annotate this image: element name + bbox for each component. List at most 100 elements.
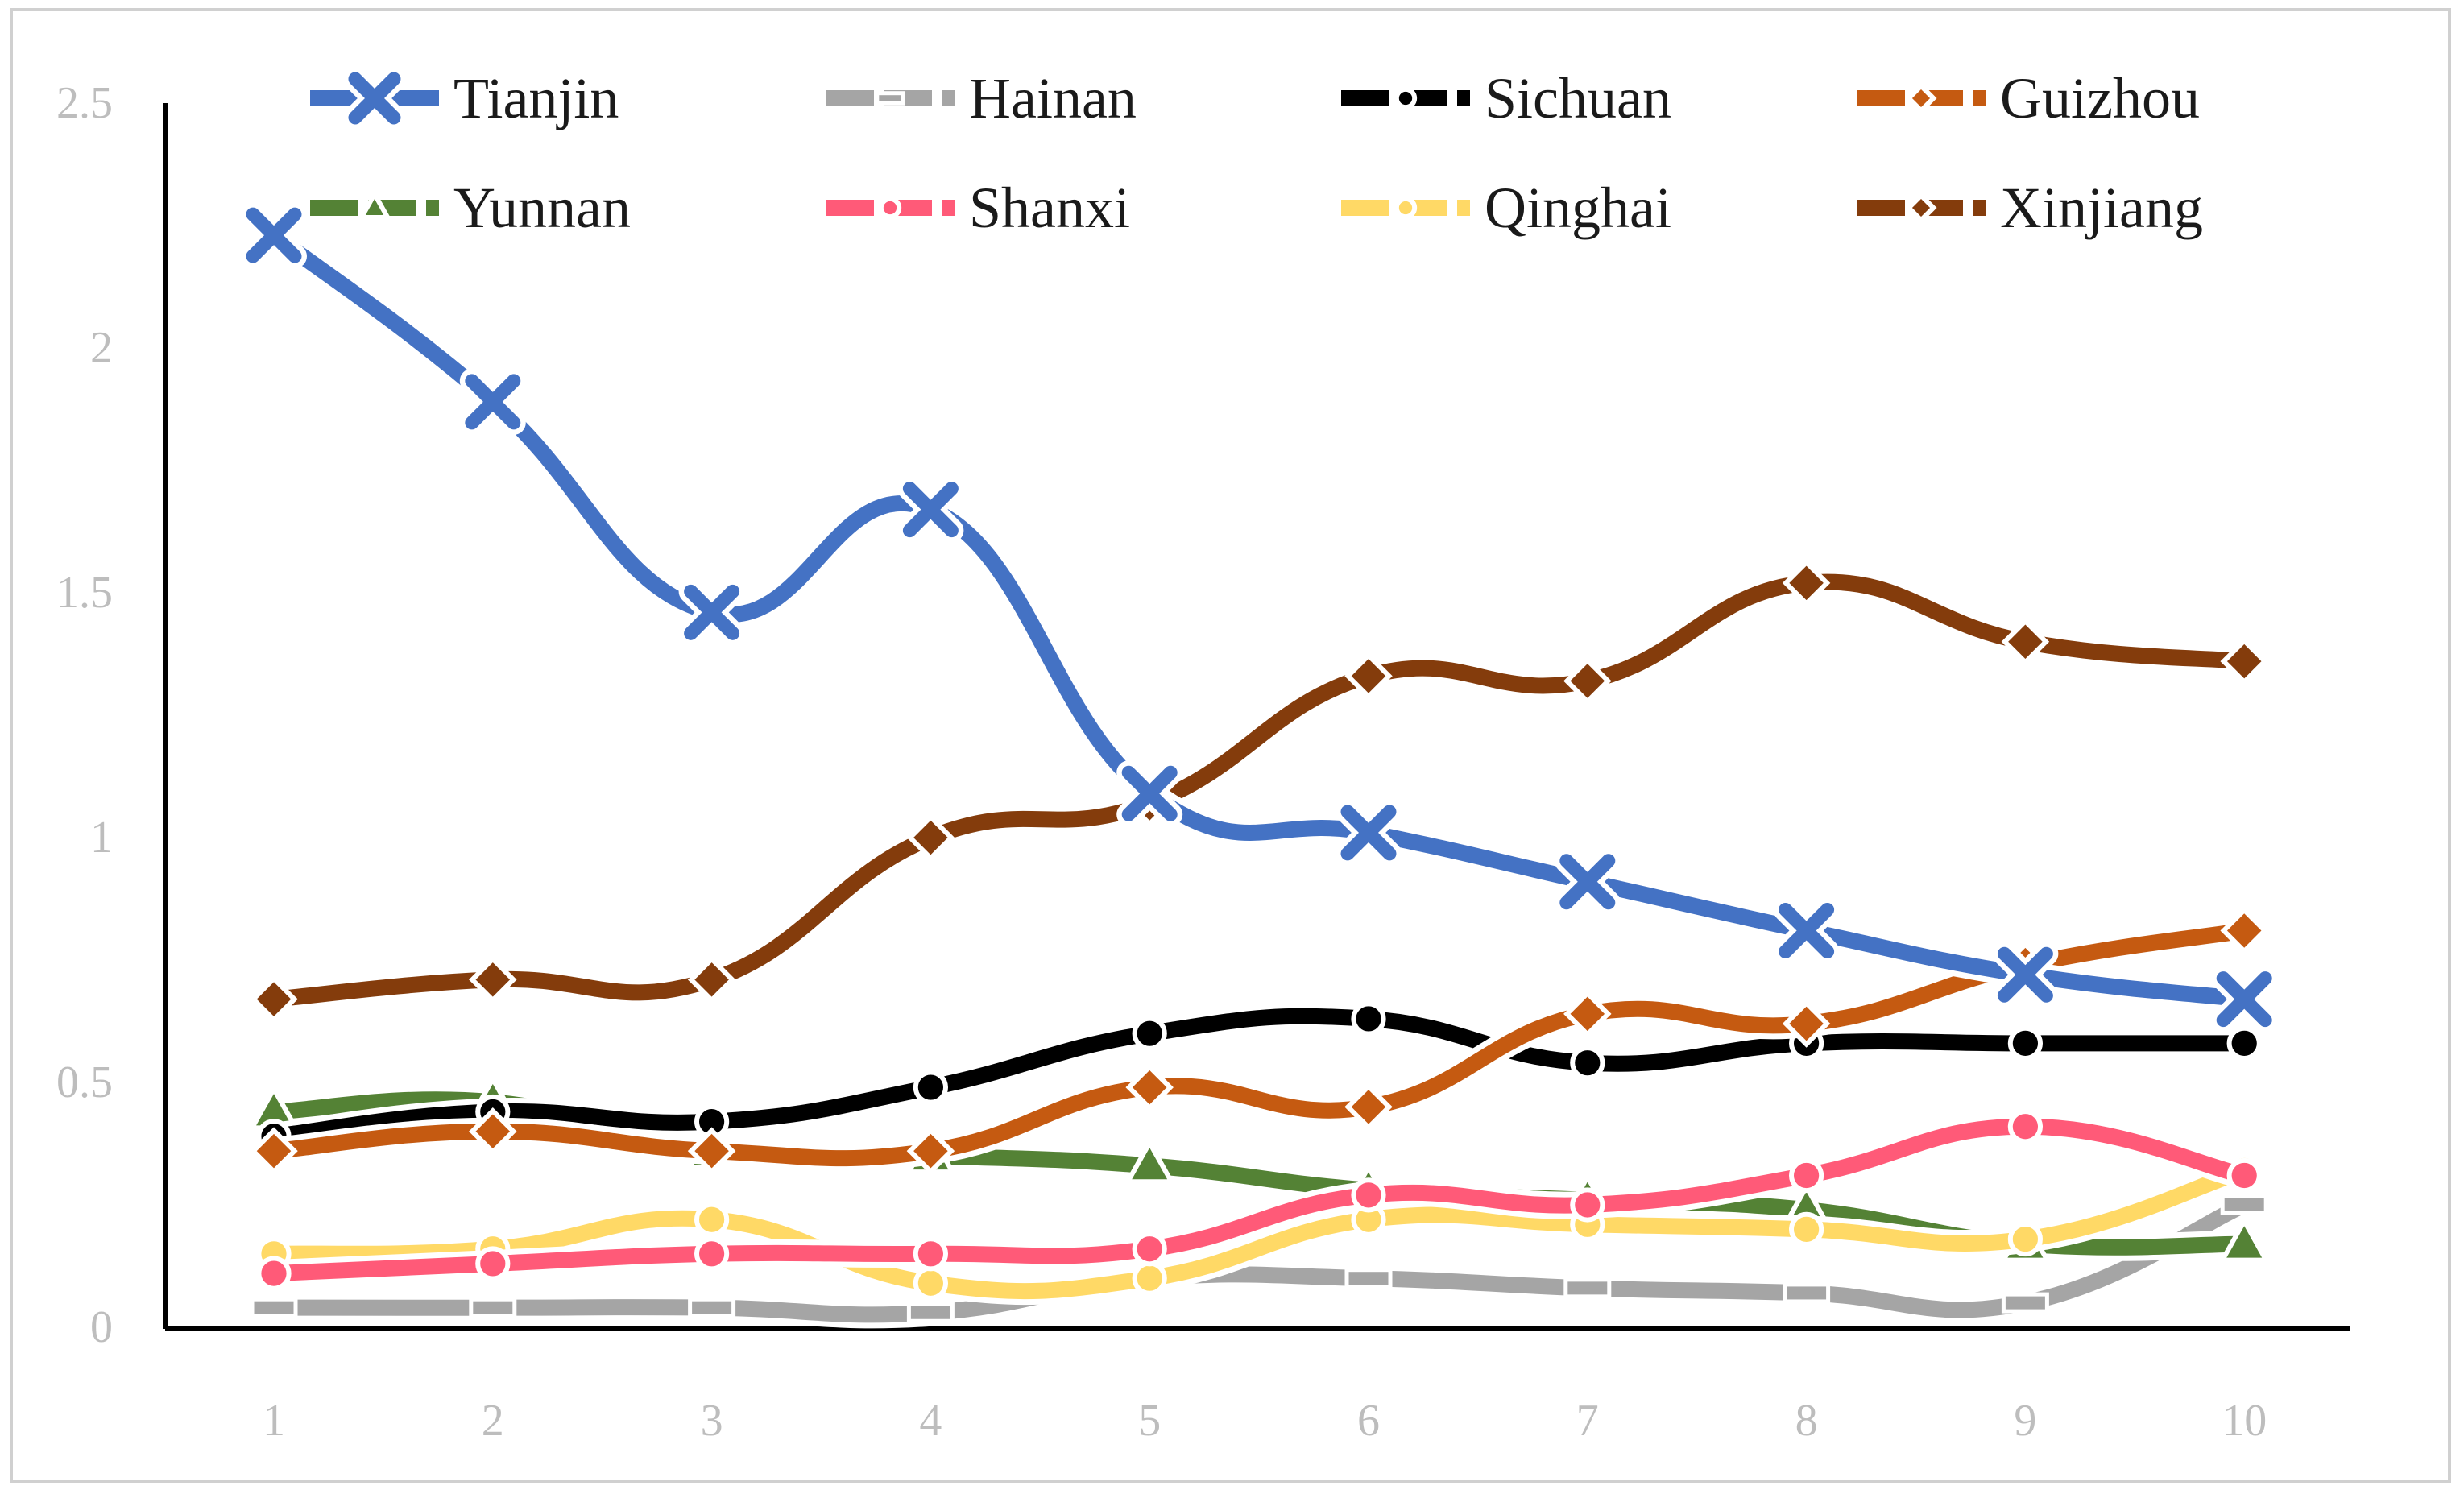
- legend-label: Shanxi: [969, 176, 1130, 240]
- point-marker: [256, 1256, 292, 1291]
- x-tick-label: 2: [482, 1396, 504, 1446]
- series-lines: [241, 202, 2278, 1329]
- point-marker: [2007, 1025, 2043, 1061]
- series-line: [266, 922, 2253, 1167]
- x-tick-label: 6: [1357, 1396, 1380, 1446]
- point-marker: [1394, 196, 1418, 220]
- point-marker: [1554, 848, 1621, 915]
- point-marker: [687, 955, 736, 1004]
- point-marker: [897, 476, 964, 543]
- point-marker: [878, 196, 902, 220]
- point-marker: [1570, 1187, 1605, 1223]
- point-marker: [469, 1107, 517, 1156]
- point-marker: [1394, 86, 1418, 110]
- legend-item-guizhou: Guizhou: [1857, 66, 2200, 130]
- legend-label: Tianjin: [453, 66, 619, 130]
- point-marker: [1570, 1045, 1605, 1081]
- series-line: [266, 573, 2253, 1008]
- legend-item-xinjiang: Xinjiang: [1857, 176, 2203, 240]
- point-marker: [694, 1202, 730, 1237]
- series-line: [266, 1008, 2253, 1144]
- point-marker: [1344, 1082, 1393, 1132]
- point-marker: [913, 1265, 949, 1301]
- point-marker: [2007, 1109, 2043, 1144]
- point-marker: [469, 1297, 517, 1318]
- point-marker: [1789, 1211, 1824, 1248]
- point-marker: [1351, 1001, 1386, 1037]
- marker-cross: [1559, 854, 1616, 910]
- point-marker: [1132, 1231, 1167, 1267]
- point-marker: [906, 1302, 955, 1323]
- marker-cross: [684, 584, 740, 640]
- series-hainan: [250, 1191, 2268, 1329]
- point-marker: [469, 955, 517, 1004]
- series-shanxi: [256, 1109, 2262, 1291]
- point-marker: [694, 1236, 730, 1272]
- legend-item-qinghai: Qinghai: [1341, 176, 1671, 240]
- point-marker: [2226, 1025, 2262, 1061]
- point-marker: [343, 67, 406, 130]
- legend-label: Guizhou: [2000, 66, 2200, 130]
- x-tick-label: 1: [263, 1396, 285, 1446]
- point-marker: [2218, 1215, 2271, 1263]
- x-tick-label: 9: [2014, 1396, 2036, 1446]
- marker-cross: [1997, 946, 2053, 1003]
- x-tick-label: 8: [1795, 1396, 1818, 1446]
- point-marker: [459, 368, 526, 435]
- point-marker: [2001, 618, 2050, 666]
- marker-cross: [902, 482, 959, 538]
- legend-label: Hainan: [969, 66, 1137, 130]
- legend-label: Xinjiang: [2000, 176, 2203, 240]
- series-guizhou: [250, 906, 2268, 1175]
- x-tick-label: 3: [701, 1396, 723, 1446]
- y-tick-label: 0: [90, 1302, 113, 1352]
- point-marker: [1782, 999, 1831, 1048]
- point-marker: [1336, 799, 1402, 866]
- legend-item-sichuan: Sichuan: [1341, 66, 1671, 130]
- y-tick-label: 2: [90, 323, 113, 373]
- marker-cross: [2216, 971, 2272, 1028]
- series-line: [266, 1162, 2253, 1300]
- point-marker: [1351, 1177, 1386, 1213]
- y-tick-label: 1: [90, 813, 113, 863]
- point-marker: [1344, 652, 1393, 701]
- point-marker: [1992, 942, 2059, 1008]
- x-tick-label: 4: [919, 1396, 942, 1446]
- marker-cross: [1340, 805, 1397, 861]
- point-marker: [475, 1246, 511, 1281]
- point-marker: [1124, 1137, 1176, 1185]
- point-marker: [1563, 656, 1612, 706]
- point-marker: [1782, 559, 1831, 607]
- point-marker: [2220, 906, 2268, 955]
- point-marker: [1905, 82, 1937, 114]
- point-marker: [1344, 1268, 1393, 1289]
- point-marker: [1563, 1277, 1612, 1299]
- legend-label: Yunnan: [453, 176, 631, 240]
- legend-item-yunnan: Yunnan: [310, 176, 631, 240]
- marker-cross: [465, 374, 521, 430]
- legend-item-shanxi: Shanxi: [826, 176, 1130, 240]
- point-marker: [875, 91, 905, 106]
- point-marker: [1132, 1016, 1167, 1051]
- point-marker: [1116, 760, 1183, 827]
- x-tick-label: 10: [2222, 1396, 2267, 1446]
- series-line: [266, 1118, 2253, 1282]
- point-marker: [1563, 990, 1612, 1038]
- legend-label: Sichuan: [1485, 66, 1671, 130]
- point-marker: [2001, 1292, 2049, 1314]
- point-marker: [250, 975, 298, 1024]
- marker-cross: [1779, 903, 1835, 959]
- point-marker: [357, 188, 392, 220]
- legend-label: Qinghai: [1485, 176, 1671, 240]
- point-marker: [1125, 1063, 1174, 1111]
- point-marker: [2226, 1157, 2262, 1194]
- x-tick-label: 7: [1576, 1396, 1599, 1446]
- point-marker: [913, 1236, 949, 1272]
- y-tick-label: 2.5: [56, 78, 113, 128]
- point-marker: [2007, 1221, 2043, 1257]
- axes: 0 0.5 1 1.5 2 2.5 1 2 3 4 5 6 7 8 9 10: [56, 78, 2350, 1446]
- marker-cross: [1121, 765, 1178, 821]
- point-marker: [687, 1127, 736, 1175]
- point-marker: [678, 579, 745, 646]
